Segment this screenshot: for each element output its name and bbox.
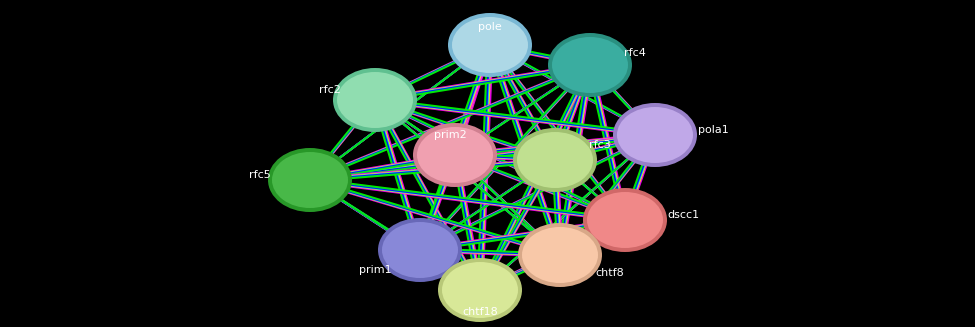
Text: prim1: prim1 [359, 265, 391, 275]
Text: chtf8: chtf8 [596, 268, 624, 278]
Ellipse shape [272, 152, 348, 208]
Ellipse shape [438, 258, 522, 322]
Text: rfc2: rfc2 [319, 85, 341, 95]
Ellipse shape [413, 123, 497, 187]
Text: dscc1: dscc1 [667, 210, 699, 220]
Ellipse shape [552, 37, 628, 93]
Ellipse shape [517, 132, 593, 188]
Text: rfc5: rfc5 [250, 170, 271, 180]
Text: rfc4: rfc4 [624, 48, 645, 58]
Ellipse shape [522, 227, 598, 283]
Text: rfc3: rfc3 [589, 140, 611, 150]
Ellipse shape [417, 127, 493, 183]
Text: pole: pole [478, 22, 502, 32]
Ellipse shape [378, 218, 462, 282]
Ellipse shape [268, 148, 352, 212]
Ellipse shape [583, 188, 667, 252]
Text: prim2: prim2 [434, 130, 466, 140]
Ellipse shape [518, 223, 602, 287]
Text: pola1: pola1 [698, 125, 728, 135]
Ellipse shape [613, 103, 697, 167]
Ellipse shape [452, 17, 528, 73]
Text: chtf18: chtf18 [462, 307, 498, 317]
Ellipse shape [333, 68, 417, 132]
Ellipse shape [587, 192, 663, 248]
Ellipse shape [337, 72, 413, 128]
Ellipse shape [382, 222, 458, 278]
Ellipse shape [617, 107, 693, 163]
Ellipse shape [513, 128, 597, 192]
Ellipse shape [442, 262, 518, 318]
Ellipse shape [448, 13, 532, 77]
Ellipse shape [548, 33, 632, 97]
